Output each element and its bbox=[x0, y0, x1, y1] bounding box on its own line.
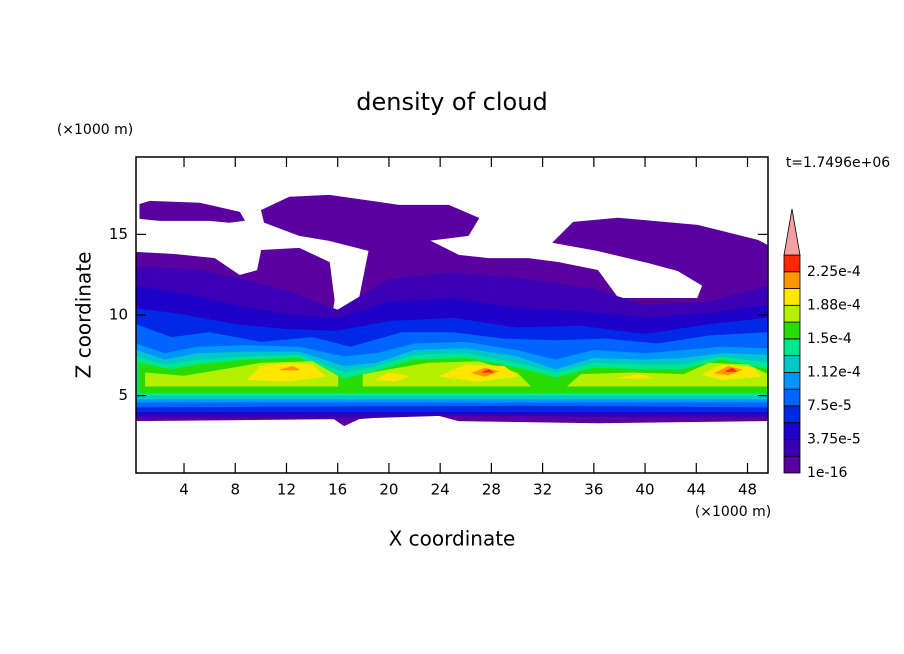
contour-region bbox=[139, 200, 246, 223]
x-tick-label: 28 bbox=[482, 481, 501, 499]
y-tick-label: 5 bbox=[118, 386, 128, 404]
x-tick-label: 44 bbox=[687, 481, 706, 499]
colorbar-band bbox=[783, 254, 801, 273]
x-tick-label: 16 bbox=[328, 481, 347, 499]
x-tick-label: 12 bbox=[277, 481, 296, 499]
colorbar-label: 1e-16 bbox=[807, 465, 847, 481]
colorbar-band bbox=[783, 338, 801, 357]
x-tick-label: 40 bbox=[636, 481, 655, 499]
contour-region bbox=[482, 369, 495, 373]
contour-region bbox=[619, 374, 652, 379]
colorbar-band bbox=[783, 355, 801, 373]
colorbar-overflow bbox=[783, 208, 801, 256]
chart-title: density of cloud bbox=[356, 88, 547, 116]
contour-region bbox=[246, 362, 327, 382]
colorbar-label: 1.5e-4 bbox=[807, 331, 852, 347]
colorbar-band bbox=[783, 388, 801, 407]
x-tick-label: 48 bbox=[738, 481, 757, 499]
colorbar-band bbox=[783, 304, 801, 323]
y-tick-label: 10 bbox=[109, 306, 128, 324]
y-unit: (×1000 m) bbox=[57, 122, 133, 138]
y-axis-label: Z coordinate bbox=[72, 252, 96, 379]
contour-region bbox=[374, 372, 411, 382]
colorbar-label: 3.75e-5 bbox=[807, 431, 861, 447]
colorbar-band bbox=[783, 288, 801, 306]
x-tick-label: 20 bbox=[379, 481, 398, 499]
time-label: t=1.7496e+06 bbox=[786, 155, 890, 171]
x-tick-label: 24 bbox=[431, 481, 450, 499]
colorbar-band bbox=[783, 371, 801, 390]
colorbar-band bbox=[783, 321, 801, 340]
colorbar-band bbox=[783, 455, 801, 474]
colorbar-band bbox=[783, 439, 801, 457]
colorbar-label: 1.88e-4 bbox=[807, 297, 861, 313]
plot-area bbox=[135, 194, 769, 427]
colorbar-label: 1.12e-4 bbox=[807, 364, 861, 380]
x-tick-label: 8 bbox=[230, 481, 240, 499]
contour-region bbox=[279, 366, 300, 371]
colorbar-label: 2.25e-4 bbox=[807, 264, 861, 280]
colorbar-band bbox=[783, 271, 801, 289]
x-axis-label: X coordinate bbox=[389, 527, 516, 551]
x-tick-label: 4 bbox=[179, 481, 189, 499]
colorbar-label: 7.5e-5 bbox=[807, 398, 852, 414]
contour-region bbox=[725, 367, 738, 372]
x-unit: (×1000 m) bbox=[695, 504, 771, 520]
y-tick-label: 15 bbox=[109, 225, 128, 243]
colorbar-band bbox=[783, 405, 801, 424]
x-tick-label: 32 bbox=[533, 481, 552, 499]
colorbar-band bbox=[783, 422, 801, 440]
x-tick-label: 36 bbox=[584, 481, 603, 499]
